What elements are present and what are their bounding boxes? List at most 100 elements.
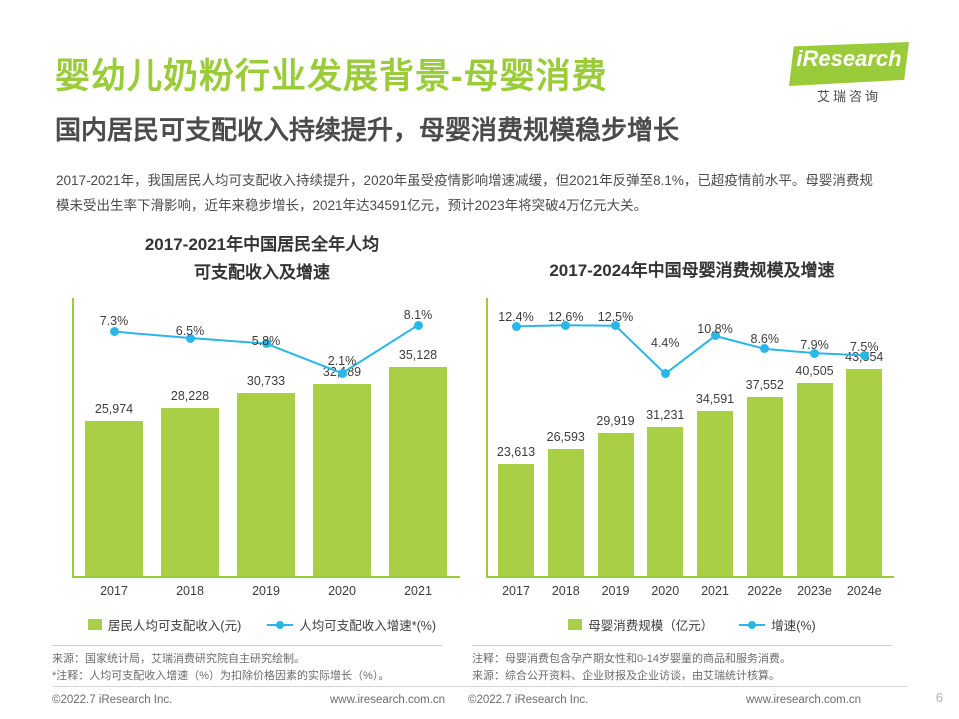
legend-item-bar: 母婴消费规模（亿元） — [568, 615, 713, 634]
footer-site-left: www.iresearch.com.cn — [330, 694, 446, 706]
line-value-label: 12.4% — [498, 310, 534, 324]
data-point — [185, 333, 195, 343]
footer-divider — [52, 686, 908, 687]
x-axis — [72, 576, 460, 578]
line-value-label: 8.6% — [750, 332, 780, 346]
line-value-label: 4.4% — [651, 336, 680, 350]
legend-item-line: 增速(%) — [739, 615, 816, 634]
bar — [846, 368, 883, 576]
chart-right-note-line2: 来源：综合公开资料、企业财报及企业访谈，由艾瑞统计核算。 — [472, 670, 780, 682]
page-number: 6 — [935, 690, 943, 705]
x-axis-tick-label: 2023e — [797, 584, 832, 598]
legend-line-swatch — [739, 620, 766, 630]
bar-value-label: 28,228 — [170, 388, 210, 403]
line-value-label: 8.1% — [403, 308, 433, 322]
bar — [498, 463, 534, 576]
logo-subtext: 艾瑞咨询 — [816, 89, 881, 104]
logo-shape — [789, 42, 909, 86]
page-subtitle: 国内居民可支配收入持续提升，母婴消费规模稳步增长 — [55, 115, 680, 145]
y-axis — [486, 298, 488, 576]
chart-left-title-line2: 可支配收入及增速 — [194, 263, 330, 282]
footer-copyright-right: ©2022.7 iResearch Inc. — [468, 694, 589, 706]
line-value-label: 7.9% — [800, 338, 829, 352]
line-value-label: 12.6% — [548, 310, 584, 324]
chart-left-note: 来源：国家统计局，艾瑞消费研究院自主研究绘制。 *注释：人均可支配收入增速（%）… — [52, 651, 452, 685]
bar-value-label: 25,974 — [94, 402, 134, 417]
x-axis-tick-label: 2024e — [846, 584, 882, 598]
chart-right-note-line1: 注释：母婴消费包含孕产期女性和0-14岁婴童的商品和服务消费。 — [472, 653, 792, 665]
x-axis-tick-label: 2019 — [252, 584, 280, 598]
bar-value-label: 37,552 — [745, 378, 784, 393]
chart-left-legend: 居民人均可支配收入(元) 人均可支配收入增速*(%) — [62, 615, 462, 634]
legend-line-label: 人均可支配收入增速*(%) — [299, 619, 437, 633]
line-value-label: 5.8% — [251, 334, 281, 348]
legend-bar-label: 居民人均可支配收入(元) — [107, 619, 242, 633]
bar — [313, 384, 371, 576]
line-value-label: 12.5% — [597, 310, 634, 324]
x-axis-tick-label: 2021 — [404, 584, 432, 598]
bar — [161, 407, 219, 576]
data-point — [660, 369, 670, 379]
data-point — [413, 320, 423, 330]
legend-bar-label: 母婴消费规模（亿元） — [588, 619, 714, 633]
chart-left-plot: 25,974201728,228201830,733201932,1892020… — [52, 288, 462, 598]
bar — [547, 449, 584, 576]
legend-line-label: 增速(%) — [771, 619, 816, 633]
footer-site-right: www.iresearch.com.cn — [746, 694, 862, 706]
line-value-label: 2.1% — [327, 354, 357, 368]
chart-left-divider — [52, 645, 442, 646]
iresearch-logo: iResearch 艾瑞咨询 — [789, 42, 909, 104]
line-value-label: 7.5% — [850, 340, 879, 354]
intro-paragraph: 2017-2021年，我国居民人均可支配收入持续提升，2020年虽受疫情影响增速… — [56, 173, 873, 213]
data-point — [859, 350, 869, 360]
chart-right-title-line1: 2017-2024年中国母婴消费规模及增速 — [549, 261, 835, 280]
data-point — [561, 320, 571, 330]
bar-value-label: 29,919 — [596, 414, 635, 429]
bar — [746, 397, 783, 576]
footer-copyright-left: ©2022.7 iResearch Inc. — [52, 694, 173, 706]
legend-line-swatch — [267, 620, 294, 630]
data-point — [710, 331, 720, 341]
chart-right-note: 注释：母婴消费包含孕产期女性和0-14岁婴童的商品和服务消费。 来源：综合公开资… — [472, 651, 902, 685]
x-axis-tick-label: 2018 — [551, 584, 580, 598]
bar — [647, 427, 684, 576]
bar — [85, 421, 143, 576]
data-point — [109, 327, 119, 337]
x-axis-tick-label: 2020 — [328, 584, 356, 598]
data-point — [511, 321, 521, 331]
data-point — [611, 321, 620, 331]
line-value-label: 7.3% — [99, 314, 129, 328]
bar-value-label: 30,733 — [246, 373, 286, 388]
line-value-label: 6.5% — [175, 324, 205, 338]
data-point — [337, 368, 347, 378]
chart-left: 2017-2021年中国居民全年人均 可支配收入及增速 25,974 2017 28… — [52, 232, 472, 682]
bar-value-label: 31,231 — [646, 408, 685, 423]
x-axis-tick-label: 2019 — [601, 584, 630, 598]
bar-value-label: 23,613 — [496, 444, 536, 459]
data-point — [261, 339, 271, 349]
chart-right-legend: 母婴消费规模（亿元） 增速(%) — [482, 615, 902, 634]
trend-line — [515, 324, 865, 376]
bar-value-label: 26,593 — [546, 430, 585, 445]
x-axis-tick-label: 2021 — [701, 584, 729, 598]
bar-value-label: 35,128 — [398, 347, 438, 362]
chart-left-note-line2: *注释：人均可支配收入增速（%）为扣除价格因素的实际增长（%）。 — [52, 670, 390, 682]
x-axis-tick-label: 2018 — [176, 584, 204, 598]
x-axis-tick-label: 2017 — [502, 584, 530, 598]
chart-right-plot: 23,613 2017 26,593 2018 29,919 2019 31,231 2020… — [472, 288, 902, 598]
x-axis — [486, 576, 894, 578]
legend-bar-swatch — [87, 619, 102, 630]
bar — [796, 383, 833, 576]
data-point — [760, 344, 770, 354]
page-title: 婴幼儿奶粉行业发展背景-母婴消费 — [55, 57, 608, 96]
y-axis — [72, 298, 74, 576]
bar-value-label: 34,591 — [695, 392, 735, 407]
bar-value-label: 40,505 — [795, 364, 834, 379]
bar — [389, 366, 447, 576]
chart-left-title-line1: 2017-2021年中国居民全年人均 — [144, 235, 380, 254]
legend-item-bar: 居民人均可支配收入(元) — [87, 615, 242, 634]
bar — [697, 411, 733, 576]
chart-right: 2017-2024年中国母婴消费规模及增速 23,613 2017 26,593 20… — [472, 232, 912, 682]
line-value-label: 10.8% — [697, 322, 733, 336]
